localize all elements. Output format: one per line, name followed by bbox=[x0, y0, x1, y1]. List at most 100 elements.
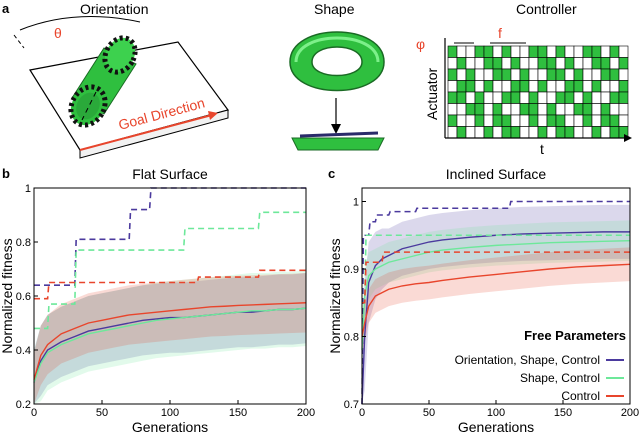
controller-cell bbox=[564, 126, 575, 139]
controller-cell bbox=[519, 80, 530, 93]
controller-cell bbox=[519, 91, 530, 104]
controller-cell bbox=[474, 45, 485, 58]
controller-cell bbox=[483, 91, 494, 104]
controller-cell bbox=[555, 45, 566, 58]
controller-cell bbox=[537, 45, 548, 58]
y-axis-label: Normalized fitness bbox=[0, 238, 15, 353]
chart-title: Flat Surface bbox=[132, 166, 208, 182]
orientation-title: Orientation bbox=[80, 1, 148, 17]
controller-cell bbox=[456, 103, 467, 116]
controller-grid bbox=[447, 45, 629, 139]
controller-cell bbox=[546, 45, 557, 58]
t-label: t bbox=[540, 141, 544, 157]
controller-cell bbox=[474, 80, 485, 93]
controller-cell bbox=[582, 45, 593, 58]
legend-entry-1: Shape, Control bbox=[520, 371, 600, 385]
controller-cell bbox=[582, 57, 593, 70]
controller-cell bbox=[492, 91, 503, 104]
controller-cell bbox=[465, 57, 476, 70]
goal-arrow-head bbox=[208, 111, 218, 120]
controller-cell bbox=[609, 57, 620, 70]
y-tick-label: 0.4 bbox=[16, 345, 31, 357]
controller-cell bbox=[483, 114, 494, 127]
controller-cell bbox=[555, 126, 566, 139]
controller-cell bbox=[546, 114, 557, 127]
controller-cell bbox=[591, 80, 602, 93]
controller-cell bbox=[492, 57, 503, 70]
series-mean-line-2 bbox=[361, 263, 631, 337]
controller-cell bbox=[573, 126, 584, 139]
controller-cell bbox=[618, 114, 629, 127]
goal-direction-arrow bbox=[79, 114, 213, 151]
controller-cell bbox=[546, 103, 557, 116]
controller-cell bbox=[510, 91, 521, 104]
controller-cell bbox=[609, 80, 620, 93]
controller-cell bbox=[483, 80, 494, 93]
x-tick-label: 200 bbox=[297, 407, 315, 419]
legend-entry-2: Control bbox=[561, 389, 600, 403]
controller-cell bbox=[600, 114, 611, 127]
controller-cell bbox=[492, 126, 503, 139]
y-tick-label: 0.8 bbox=[16, 237, 31, 249]
controller-cell bbox=[555, 57, 566, 70]
controller-cell bbox=[447, 103, 458, 116]
flat-shape bbox=[291, 137, 385, 151]
controller-cell bbox=[555, 103, 566, 116]
controller-cell bbox=[447, 114, 458, 127]
series-mean-line-1 bbox=[33, 307, 307, 383]
controller-cell bbox=[474, 57, 485, 70]
x-tick-label: 200 bbox=[621, 407, 639, 419]
controller-cell bbox=[600, 126, 611, 139]
controller-cell bbox=[564, 91, 575, 104]
controller-cell bbox=[564, 114, 575, 127]
x-tick-label: 100 bbox=[487, 407, 505, 419]
phi-label: φ bbox=[416, 36, 425, 52]
y-tick-label: 0.2 bbox=[16, 399, 31, 411]
controller-cell bbox=[456, 45, 467, 58]
controller-cell bbox=[564, 57, 575, 70]
controller-cell bbox=[483, 57, 494, 70]
controller-cell bbox=[555, 91, 566, 104]
controller-cell bbox=[474, 126, 485, 139]
controller-cell bbox=[501, 114, 512, 127]
y-tick-label: 0.9 bbox=[344, 264, 359, 276]
controller-cell bbox=[510, 45, 521, 58]
controller-cell bbox=[465, 80, 476, 93]
controller-cell bbox=[591, 45, 602, 58]
controller-cell bbox=[501, 103, 512, 116]
controller-cell bbox=[528, 57, 539, 70]
controller-cell bbox=[546, 68, 557, 81]
y-tick-label: 0.6 bbox=[16, 291, 31, 303]
controller-cell bbox=[555, 80, 566, 93]
controller-cell bbox=[555, 114, 566, 127]
controller-cell bbox=[573, 68, 584, 81]
controller-cell bbox=[564, 45, 575, 58]
controller-cell bbox=[582, 68, 593, 81]
x-tick-label: 100 bbox=[161, 407, 179, 419]
controller-panel: Controller φ f Actuator t bbox=[416, 1, 632, 157]
controller-cell bbox=[618, 57, 629, 70]
ring-highlight bbox=[294, 36, 380, 63]
series-band-1 bbox=[34, 270, 306, 404]
theta-ref-line bbox=[13, 34, 25, 49]
controller-cell bbox=[456, 57, 467, 70]
controller-cell bbox=[537, 114, 548, 127]
controller-cell bbox=[483, 126, 494, 139]
controller-cell bbox=[609, 114, 620, 127]
controller-cell bbox=[465, 91, 476, 104]
panel-label-a: a bbox=[2, 1, 10, 16]
panel-label-b: b bbox=[2, 166, 10, 181]
controller-cell bbox=[564, 68, 575, 81]
series-best-line-2 bbox=[362, 251, 630, 304]
controller-cell bbox=[474, 103, 485, 116]
controller-cell bbox=[591, 68, 602, 81]
y-tick-label: 0.7 bbox=[344, 399, 359, 411]
controller-cell bbox=[528, 80, 539, 93]
controller-cell bbox=[573, 114, 584, 127]
controller-cell bbox=[528, 45, 539, 58]
controller-cell bbox=[474, 68, 485, 81]
controller-cell bbox=[609, 91, 620, 104]
y-tick-label: 1 bbox=[25, 183, 31, 195]
chart-title: Inclined Surface bbox=[446, 166, 547, 182]
